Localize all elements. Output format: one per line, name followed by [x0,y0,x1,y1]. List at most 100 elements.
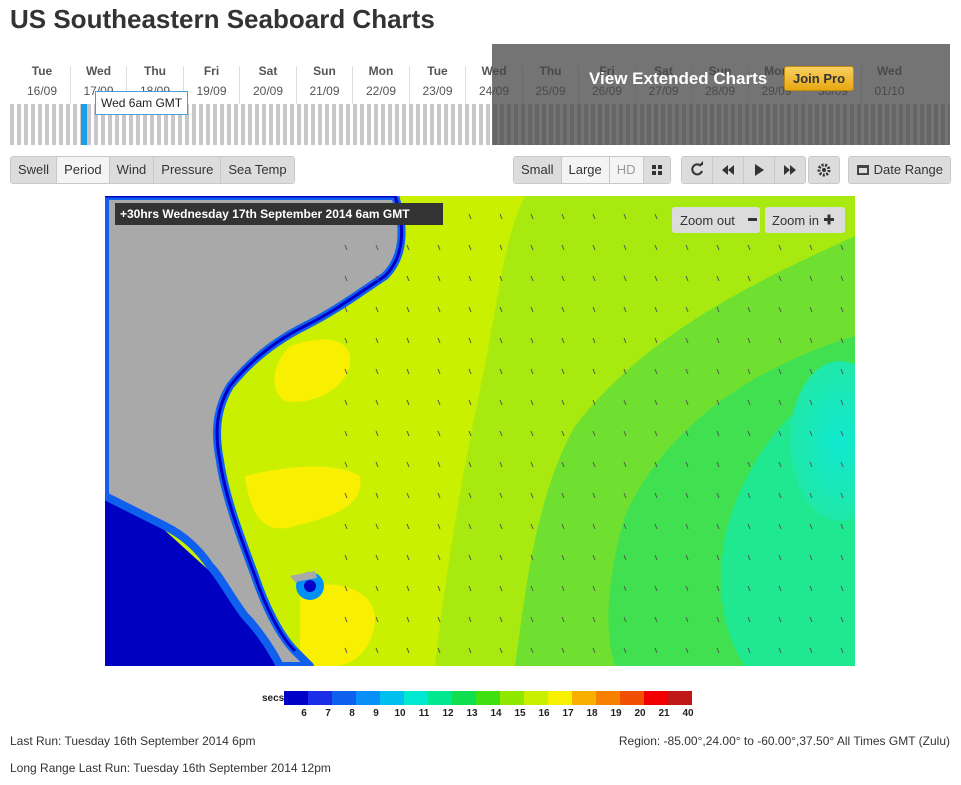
arrow [778,430,782,437]
arrow [685,275,689,282]
arrow [840,492,844,499]
day-date: 23/09 [422,84,453,98]
arrow [561,616,565,623]
arrow [561,554,565,561]
zoom-out-button[interactable] [672,207,760,233]
arrow [344,337,348,344]
arrow [840,306,844,313]
arrow [747,430,751,437]
arrow [561,585,565,592]
arrow [375,523,379,530]
arrow [778,554,782,561]
arrow [468,306,472,313]
arrow [499,430,503,437]
arrow [654,461,658,468]
arrow [499,461,503,468]
arrow [468,275,472,282]
arrow [499,244,503,251]
map[interactable]: +30hrs Wednesday 17th September 2014 6am… [105,196,855,666]
arrow [375,461,379,468]
tab-button[interactable]: Swell [11,157,58,183]
arrow [530,213,534,220]
arrow [344,461,348,468]
arrow [840,461,844,468]
arrow [499,275,503,282]
arrow [406,461,410,468]
legend-label: 16 [538,708,550,719]
arrow [468,399,472,406]
zoom-in-button[interactable] [765,207,845,233]
coastline [105,196,404,653]
size-button[interactable]: HD [609,157,644,183]
arrow [561,523,565,530]
arrow [654,337,658,344]
arrow [344,275,348,282]
arrow [592,430,596,437]
tab-button[interactable]: Period [57,157,110,183]
legend-label: 12 [442,708,454,719]
arrow [592,616,596,623]
size-button[interactable]: Large [561,157,610,183]
plus-icon [824,214,834,225]
settings-button[interactable] [809,157,839,183]
arrow [561,244,565,251]
arrow [623,275,627,282]
rewind-button[interactable] [713,157,744,183]
arrow [375,368,379,375]
tab-button[interactable]: Pressure [154,157,222,183]
tab-button[interactable]: Sea Temp [221,157,294,183]
arrow [530,244,534,251]
legend-label: 13 [466,708,478,719]
arrow [778,616,782,623]
arrow [654,275,658,282]
zoom-out-label: Zoom out [680,213,735,228]
arrow [561,213,565,220]
date-range-group: Date Range [848,156,952,184]
join-pro-button[interactable]: Join Pro [784,66,855,91]
grid-view-button[interactable] [643,157,670,183]
arrow [406,306,410,313]
direction-arrows [344,213,844,654]
arrow [716,585,720,592]
arrow [623,616,627,623]
arrow [375,399,379,406]
day-name: Tue [31,64,53,78]
legend-swatch [620,691,644,705]
arrow [530,554,534,561]
date-range-button[interactable]: Date Range [849,157,951,183]
arrow [530,616,534,623]
region-info: Region: -85.00°,24.00° to -60.00°,37.50°… [618,734,950,748]
arrow [406,647,410,654]
arrow [406,244,410,251]
zoom-in-label: Zoom in [772,213,819,228]
arrow [623,430,627,437]
size-button[interactable]: Small [514,157,562,183]
day-date: 20/09 [252,84,284,98]
play-button[interactable] [744,157,775,183]
arrow [716,430,720,437]
day-separator [182,66,184,104]
arrow [654,585,658,592]
arrow [375,275,379,282]
arrow [778,492,782,499]
legend: secs 6 7 8 9 10 11 12 13 14 15 16 17 18 19 20 21 40 [262,691,694,719]
arrow [406,399,410,406]
extended-overlay[interactable]: View Extended Charts Join Pro [492,44,950,145]
arrow [468,585,472,592]
arrow [530,461,534,468]
arrow [499,523,503,530]
arrow [685,306,689,313]
arrow [809,461,813,468]
tab-button[interactable]: Wind [109,157,155,183]
arrow [747,616,751,623]
tab-group: Swell Period Wind Pressure Sea Temp [10,156,295,184]
forward-button[interactable] [775,157,805,183]
arrow [592,368,596,375]
legend-swatch [548,691,572,705]
arrow [716,306,720,313]
arrow [530,306,534,313]
arrow [468,368,472,375]
arrow [778,244,782,251]
refresh-button[interactable] [682,157,713,183]
legend-label: 14 [490,708,502,719]
